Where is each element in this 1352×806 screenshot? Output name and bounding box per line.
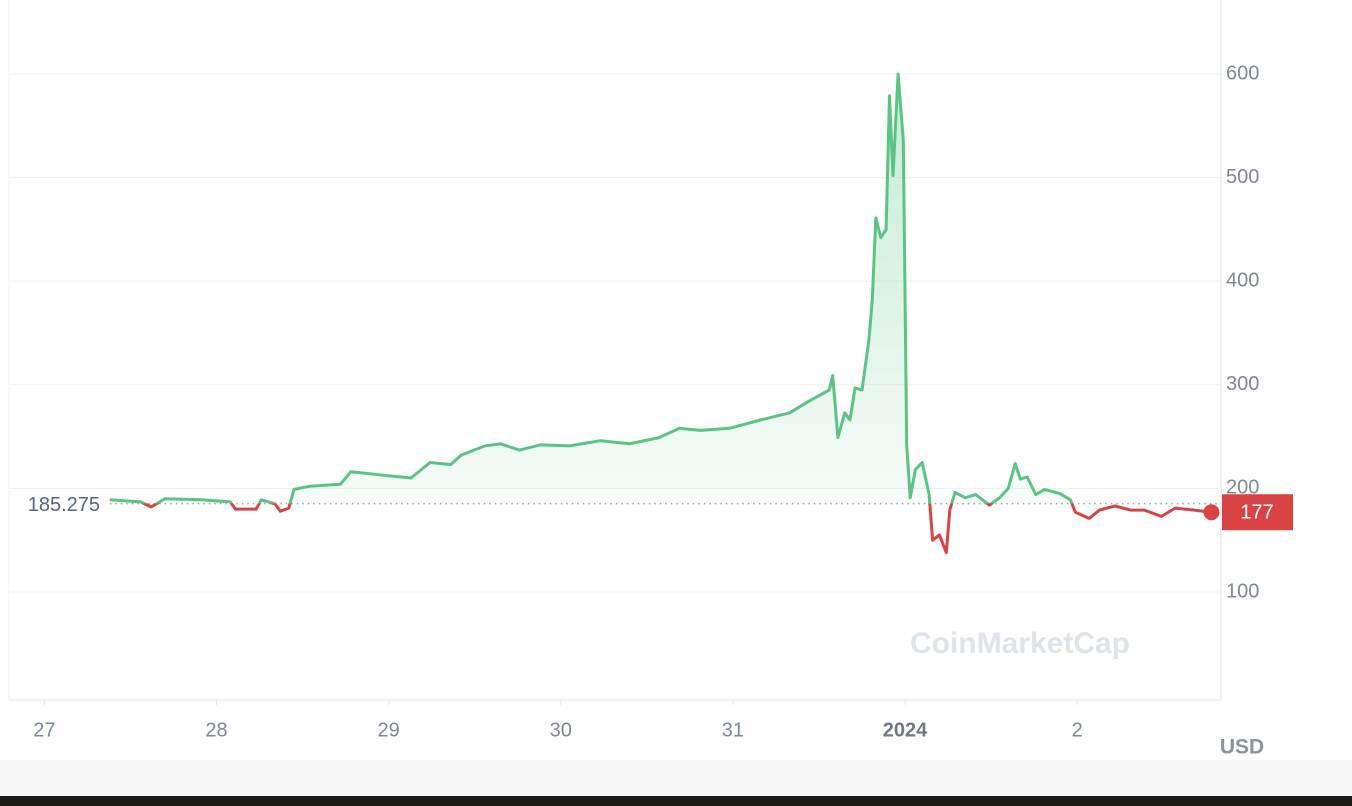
- y-tick-label: 500: [1226, 166, 1259, 188]
- x-tick-label: 2: [1072, 719, 1083, 741]
- y-tick-label: 200: [1226, 477, 1259, 499]
- last-point: [1203, 504, 1220, 521]
- x-tick-label: 29: [378, 719, 400, 741]
- price-area: [109, 74, 1072, 504]
- background-strip: [0, 796, 1352, 806]
- price-line: [109, 72, 1212, 555]
- y-tick-label: 300: [1226, 373, 1259, 395]
- price-tag: [1222, 494, 1293, 531]
- x-tick-label: 27: [33, 719, 55, 741]
- x-tick-label: 28: [205, 719, 227, 741]
- watermark: CoinMarketCap: [910, 627, 1130, 660]
- x-tick-label: 30: [550, 719, 572, 741]
- y-tick-label: 400: [1226, 269, 1259, 291]
- x-tick-label: 2024: [883, 719, 928, 741]
- y-tick-label: 100: [1226, 580, 1259, 602]
- x-tick-label: 31: [722, 719, 744, 741]
- price-tag-label: 177: [1240, 502, 1273, 524]
- footer-band: [0, 760, 1352, 796]
- y-tick-label: 600: [1226, 62, 1259, 84]
- currency-label: USD: [1220, 736, 1264, 759]
- baseline-label: 185.275: [28, 494, 100, 516]
- plot: 100 200 300 400 500 600 27 28 29 30 31 2024 2 185.275…: [10, 62, 1293, 741]
